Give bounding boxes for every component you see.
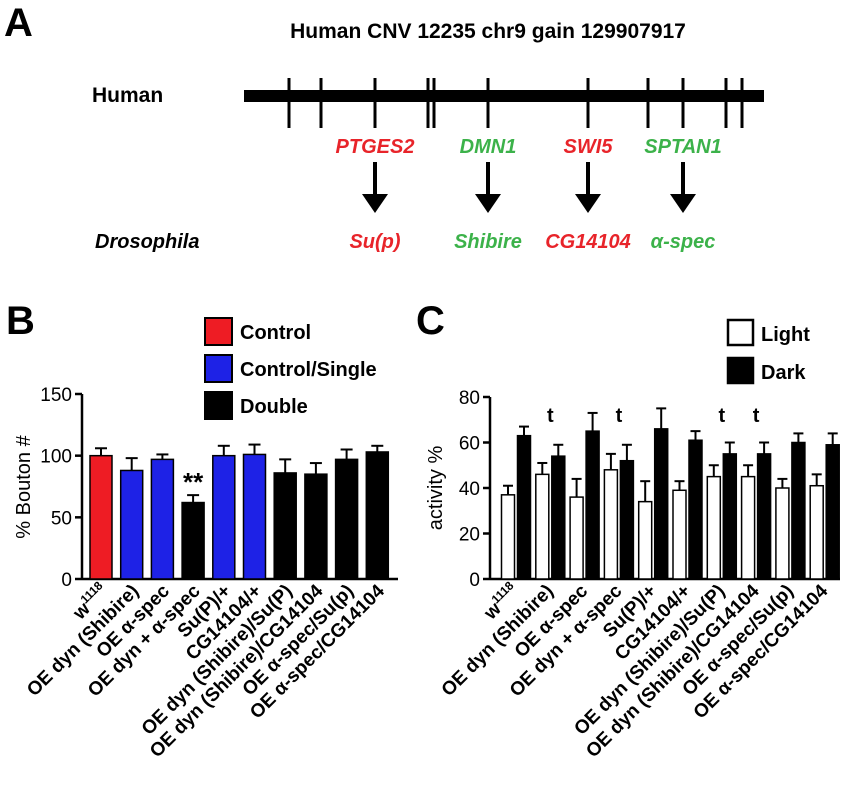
bar [688,439,703,580]
significance-marker: t [753,405,760,427]
human-row-label: Human [92,84,163,107]
bar [551,455,566,580]
legend-swatch [726,356,755,385]
bar [740,475,756,580]
legend-label: Control/Single [240,359,377,381]
bar [242,453,267,580]
ortholog-arrow-head [362,194,388,213]
bar [603,469,619,580]
fly-gene-label: Su(p) [349,231,400,253]
chromosome-tick [373,78,377,128]
chromosome-tick [287,78,291,128]
legend-b: Control Control/Single Double [204,317,377,420]
bar [585,430,600,580]
chromosome-tick [740,78,744,128]
bar [722,453,738,580]
bar [653,428,669,580]
human-gene-label: PTGES2 [336,136,415,158]
significance-marker: t [718,405,725,427]
legend-swatch [726,318,755,347]
bar [775,487,790,580]
chromosome-tick [646,78,650,128]
panel-letter-b: B [6,299,35,343]
panel-letter-a: A [4,1,33,45]
bar [500,494,516,580]
bar [212,454,236,580]
chromosome-tick [426,78,430,128]
significance-marker: t [616,405,623,427]
legend-swatch [204,391,233,420]
bar [273,472,297,580]
chromosome-tick [319,78,323,128]
fly-gene-label: α-spec [651,231,716,253]
ortholog-arrow-shaft [586,162,590,196]
panel-a: A Human CNV 12235 chr9 gain 129907917 Hu… [4,1,764,253]
y-tick-label: 50 [51,508,72,529]
legend-swatch [204,317,233,346]
bar [304,473,328,580]
legend-swatch [204,354,233,383]
ortholog-arrow-shaft [486,162,490,196]
panel-a-title: Human CNV 12235 chr9 gain 129907917 [290,20,686,43]
chromosome-tick [681,78,685,128]
bar [535,473,550,580]
y-axis-title: % Bouton # [13,434,35,538]
chromosome-ticks [287,78,744,128]
bar [181,501,205,580]
chromosome-tick [586,78,590,128]
ortholog-arrow-head [670,194,696,213]
bar [619,459,635,580]
bar [825,444,840,580]
fly-gene-label: CG14104 [545,231,631,253]
chromosome-tick [486,78,490,128]
y-tick-label: 0 [469,570,480,591]
legend-label: Double [240,396,308,418]
bar [756,453,772,580]
ortholog-arrow-head [475,194,501,213]
bar [365,451,390,580]
ortholog-arrow-shaft [681,162,685,196]
bar [150,458,175,580]
chromosome-tick [724,78,728,128]
gene-map: PTGES2 Su(p) DMN1 Shibire SWI5 CG14104 SPTAN1 α… [336,136,722,253]
y-tick-label: 0 [61,570,72,591]
drosophila-row-label: Drosophila [95,231,199,253]
ortholog-arrow-shaft [373,162,377,196]
bar [89,454,113,580]
y-tick-label: 100 [40,447,72,468]
bar [119,469,144,580]
legend-label: Dark [761,362,806,384]
y-tick-label: 80 [459,388,480,409]
significance-marker: ** [183,467,204,497]
bar [706,475,722,580]
bar [637,500,653,580]
bar [672,489,687,580]
y-axis-title: activity % [425,446,447,531]
legend-label: Control [240,322,311,344]
y-tick-label: 40 [459,479,480,500]
y-tick-label: 60 [459,434,480,455]
fly-gene-label: Shibire [454,231,522,253]
bar [791,441,806,580]
human-gene-label: SPTAN1 [644,136,721,158]
human-gene-label: DMN1 [460,136,517,158]
panel-letter-c: C [416,299,445,343]
ortholog-arrow-head [575,194,601,213]
chromosome-tick [432,78,436,128]
y-tick-label: 150 [40,385,72,406]
bar [334,458,359,580]
legend-label: Light [761,324,810,346]
bar [569,496,584,580]
y-tick-label: 20 [459,525,480,546]
significance-marker: t [547,405,554,427]
bar [516,434,532,580]
bar [809,484,824,580]
human-gene-label: SWI5 [564,136,614,158]
legend-c: Light Dark [726,318,810,385]
